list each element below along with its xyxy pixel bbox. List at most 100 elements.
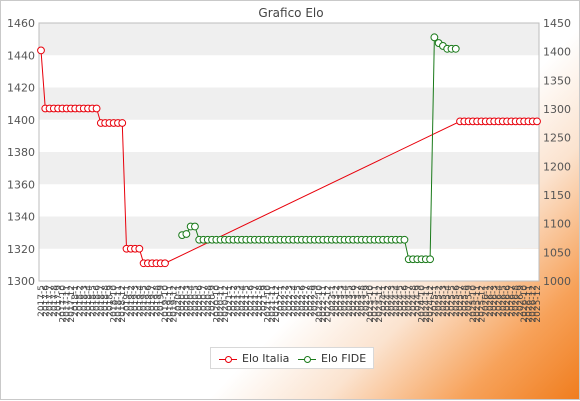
x-tick-label: 2020-2 bbox=[178, 285, 188, 317]
y-right-tick-label: 1050 bbox=[543, 246, 571, 259]
x-tick-label: 2026-4 bbox=[495, 285, 505, 317]
x-tick-label: 2018-1 bbox=[71, 285, 81, 317]
x-tick-label: 2023-6 bbox=[349, 285, 359, 317]
x-tick-label: 2022-7 bbox=[302, 285, 312, 317]
x-tick-label: 2026-11 bbox=[524, 285, 534, 323]
x-tick-label: 2025-8 bbox=[460, 285, 470, 317]
x-tick-label: 2021-8 bbox=[255, 285, 265, 317]
data-point-0 bbox=[533, 117, 541, 126]
x-tick-label: 2020-11 bbox=[217, 285, 227, 323]
x-tick-label: 2018-12 bbox=[118, 285, 128, 323]
x-tick-label: 2024-8 bbox=[409, 285, 419, 317]
x-tick-label: 2026-10 bbox=[520, 285, 530, 323]
y-right-tick-label: 1400 bbox=[543, 46, 571, 59]
x-tick-label: 2022-11 bbox=[319, 285, 329, 323]
x-tick-label: 2018-3 bbox=[80, 285, 90, 317]
x-tick-label: 2022-3 bbox=[285, 285, 295, 317]
x-tick-label: 2020-4 bbox=[187, 285, 197, 317]
legend-swatch-elo-fide bbox=[298, 354, 316, 364]
data-point-0 bbox=[161, 259, 169, 268]
x-tick-label: 2025-1 bbox=[430, 285, 440, 317]
grid-band bbox=[39, 216, 539, 249]
x-tick-label: 2021-4 bbox=[238, 285, 248, 317]
grid-band bbox=[39, 184, 539, 217]
x-tick-label: 2025-7 bbox=[456, 285, 466, 317]
x-tick-label: 2025-2 bbox=[435, 285, 445, 317]
x-tick-label: 2019-1 bbox=[123, 285, 133, 317]
x-tick-label: 2020-12 bbox=[221, 285, 231, 323]
x-tick-label: 2021-10 bbox=[264, 285, 274, 323]
x-tick-label: 2019-10 bbox=[161, 285, 171, 323]
x-tick-label: 2017-11 bbox=[63, 285, 73, 323]
x-tick-label: 2023-9 bbox=[362, 285, 372, 317]
x-tick-label: 2026-9 bbox=[516, 285, 526, 317]
y-right-tick-label: 1150 bbox=[543, 189, 571, 202]
x-tick-label: 2017-12 bbox=[67, 285, 77, 323]
x-tick-label: 2023-12 bbox=[375, 285, 385, 323]
grid-band bbox=[39, 152, 539, 185]
x-tick-label: 2023-1 bbox=[328, 285, 338, 317]
x-tick-label: 2017-6 bbox=[41, 285, 51, 317]
x-tick-label: 2021-3 bbox=[234, 285, 244, 317]
x-tick-label: 2025-4 bbox=[443, 285, 453, 317]
x-tick-label: 2022-12 bbox=[323, 285, 333, 323]
x-tick-label: 2019-2 bbox=[127, 285, 137, 317]
x-tick-label: 2024-10 bbox=[418, 285, 428, 323]
y-right-tick-label: 1000 bbox=[543, 275, 571, 288]
x-tick-label: 2026-1 bbox=[482, 285, 492, 317]
legend-item-elo-fide: Elo FIDE bbox=[298, 352, 366, 365]
x-tick-label: 2021-6 bbox=[247, 285, 257, 317]
x-tick-label: 2023-11 bbox=[371, 285, 381, 323]
x-tick-label: 2020-5 bbox=[191, 285, 201, 317]
x-tick-label: 2021-5 bbox=[242, 285, 252, 317]
data-point-0 bbox=[118, 119, 127, 127]
x-tick-label: 2018-2 bbox=[75, 285, 85, 317]
x-tick-label: 2022-4 bbox=[289, 285, 299, 317]
x-tick-label: 2019-5 bbox=[140, 285, 150, 317]
legend-label-elo-italia: Elo Italia bbox=[242, 352, 290, 365]
x-tick-label: 2018-8 bbox=[101, 285, 111, 317]
x-tick-label: 2024-2 bbox=[383, 285, 393, 317]
x-tick-label: 2018-7 bbox=[97, 285, 107, 317]
x-tick-label: 2019-4 bbox=[135, 285, 145, 317]
legend-label-elo-fide: Elo FIDE bbox=[321, 352, 367, 365]
x-tick-label: 2017-5 bbox=[37, 285, 47, 317]
data-point-1 bbox=[400, 235, 409, 244]
x-tick-label: 2026-7 bbox=[507, 285, 517, 317]
x-tick-label: 2020-9 bbox=[208, 285, 218, 317]
x-tick-label: 2023-4 bbox=[341, 285, 351, 317]
x-tick-label: 2018-10 bbox=[110, 285, 120, 323]
y-right-tick-label: 1200 bbox=[543, 160, 571, 173]
x-tick-label: 2025-11 bbox=[473, 285, 483, 323]
x-tick-label: 2017-8 bbox=[50, 285, 60, 317]
data-point-1 bbox=[191, 222, 199, 231]
x-tick-label: 2021-12 bbox=[272, 285, 282, 323]
x-tick-label: 2024-12 bbox=[426, 285, 436, 323]
x-tick-label: 2024-3 bbox=[388, 285, 398, 317]
y-left-tick-label: 1380 bbox=[7, 146, 35, 159]
y-right-tick-label: 1350 bbox=[543, 74, 571, 87]
x-tick-label: 2024-1 bbox=[379, 285, 389, 317]
x-tick-label: 2023-3 bbox=[336, 285, 346, 317]
x-tick-label: 2024-5 bbox=[396, 285, 406, 317]
x-tick-label: 2024-11 bbox=[422, 285, 432, 323]
x-tick-label: 2022-8 bbox=[306, 285, 316, 317]
data-point-1 bbox=[430, 33, 439, 42]
grid-band bbox=[39, 248, 539, 281]
x-tick-label: 2026-6 bbox=[503, 285, 513, 317]
x-tick-label: 2021-1 bbox=[225, 285, 235, 317]
y-right-tick-label: 1250 bbox=[543, 132, 571, 145]
y-right-tick-label: 1300 bbox=[543, 103, 571, 116]
legend: Elo Italia Elo FIDE bbox=[210, 347, 374, 369]
x-tick-label: 2023-5 bbox=[345, 285, 355, 317]
x-tick-label: 2019-12 bbox=[170, 285, 180, 323]
y-left-tick-label: 1420 bbox=[7, 82, 35, 95]
x-tick-label: 2020-7 bbox=[199, 285, 209, 317]
x-tick-label: 2026-2 bbox=[486, 285, 496, 317]
y-left-tick-label: 1300 bbox=[7, 275, 35, 288]
y-right-tick-label: 1450 bbox=[543, 17, 571, 30]
x-tick-label: 2021-7 bbox=[251, 285, 261, 317]
x-tick-label: 2022-1 bbox=[276, 285, 286, 317]
x-tick-label: 2018-4 bbox=[84, 285, 94, 317]
